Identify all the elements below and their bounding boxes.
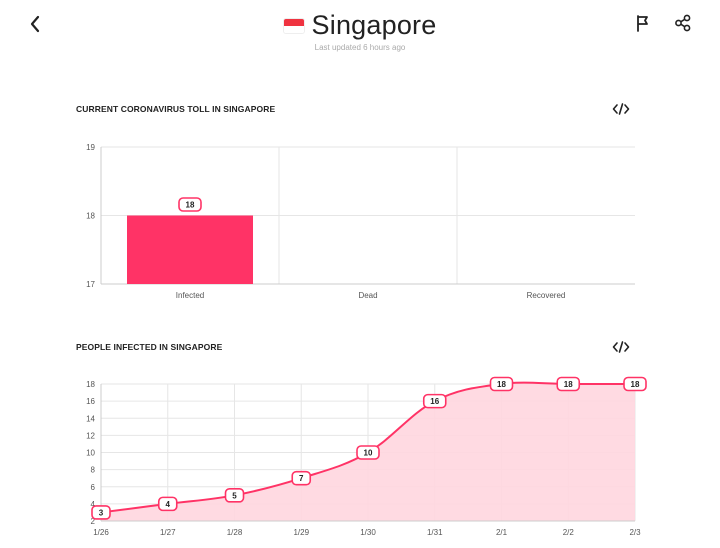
flag-red-band — [283, 18, 304, 26]
data-point-5-box — [422, 393, 447, 409]
y-tick-label: 6 — [91, 483, 96, 492]
x-tick-label: 2/3 — [629, 528, 641, 537]
x-tick-label: Dead — [358, 291, 377, 300]
y-tick-label: 16 — [86, 397, 95, 406]
data-point-6: 18 — [489, 376, 514, 392]
y-tick-label: 8 — [91, 466, 96, 475]
data-point-8-box — [623, 376, 647, 392]
data-point-1: 4 — [157, 496, 178, 512]
data-point-2-box — [224, 488, 245, 503]
data-point-7-box — [556, 376, 581, 392]
data-point-1-text: 4 — [166, 500, 171, 509]
data-point-5: 16 — [422, 393, 447, 409]
data-point-7-text: 18 — [564, 380, 573, 389]
toll-bar-chart: 17 18 19 18 Infected Dead Recovered — [86, 143, 635, 300]
x-tick-label: 2/1 — [496, 528, 508, 537]
data-point-3-text: 7 — [299, 474, 304, 483]
x-tick-label: 1/27 — [160, 528, 176, 537]
y-tick-label: 18 — [86, 212, 95, 221]
data-point-3-box — [291, 470, 312, 486]
data-label-infected-box — [178, 197, 202, 212]
x-tick-label: 1/30 — [360, 528, 376, 537]
data-point-4-text: 10 — [364, 449, 373, 458]
data-point-5-text: 16 — [430, 397, 439, 406]
data-point-2: 5 — [224, 488, 245, 503]
data-label-infected-text: 18 — [186, 201, 195, 210]
data-point-8: 18 — [623, 376, 647, 392]
data-point-2-text: 5 — [232, 491, 237, 500]
toll-embed-button[interactable] — [612, 101, 630, 117]
bar-infected — [127, 215, 253, 284]
page-title: Singapore — [311, 10, 437, 40]
code-icon — [612, 341, 630, 353]
back-button[interactable] — [24, 12, 48, 36]
data-point-4: 10 — [356, 445, 380, 460]
last-updated-text: Last updated 6 hours ago — [314, 43, 406, 52]
y-tick-label: 18 — [86, 380, 95, 389]
data-point-3: 7 — [291, 470, 312, 486]
data-point-0: 3 — [91, 505, 111, 520]
x-tick-label: 1/29 — [293, 528, 309, 537]
data-point-8-text: 18 — [631, 380, 640, 389]
y-tick-label: 10 — [86, 449, 95, 458]
infected-section-title: PEOPLE INFECTED IN SINGAPORE — [76, 342, 223, 352]
data-point-7: 18 — [556, 376, 581, 392]
flag-icon — [637, 15, 648, 32]
page-header: Singapore Last updated 6 hours ago — [0, 10, 720, 52]
x-tick-label: Recovered — [527, 291, 566, 300]
infected-area-fill — [101, 382, 635, 521]
y-tick-label: 4 — [91, 500, 96, 509]
toll-section-title: CURRENT CORONAVIRUS TOLL IN SINGAPORE — [76, 104, 276, 114]
data-point-6-text: 18 — [497, 380, 506, 389]
y-tick-label: 19 — [86, 143, 95, 152]
flag-white-band — [283, 25, 304, 33]
y-tick-label: 12 — [86, 431, 95, 440]
y-tick-label: 17 — [86, 280, 95, 289]
y-tick-label: 14 — [86, 414, 95, 423]
x-tick-label: 1/31 — [427, 528, 443, 537]
x-tick-label: 1/26 — [93, 528, 109, 537]
x-tick-label: Infected — [176, 291, 204, 300]
data-point-4-box — [356, 445, 380, 460]
share-button[interactable] — [672, 12, 694, 34]
code-icon — [612, 103, 630, 115]
data-point-6-box — [489, 376, 514, 392]
data-point-1-box — [157, 496, 178, 512]
infected-embed-button[interactable] — [612, 339, 630, 355]
report-button[interactable] — [632, 12, 654, 34]
x-tick-label: 1/28 — [227, 528, 243, 537]
data-label-infected: 18 — [178, 197, 202, 212]
data-point-0-text: 3 — [99, 508, 104, 517]
y-tick-label: 2 — [91, 517, 96, 526]
x-tick-label: 2/2 — [563, 528, 575, 537]
share-icon — [675, 14, 691, 32]
data-point-0-box — [91, 505, 111, 520]
singapore-flag-icon — [283, 18, 304, 33]
chevron-left-icon — [30, 15, 40, 33]
